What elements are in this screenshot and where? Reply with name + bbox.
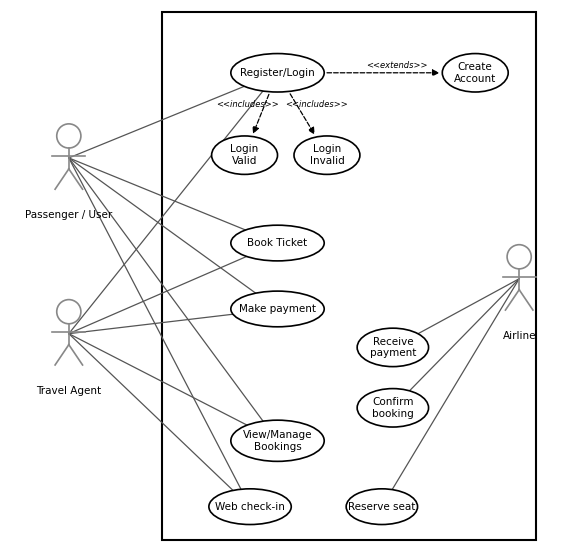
Text: Passenger / User: Passenger / User [25,210,112,220]
Ellipse shape [212,136,278,174]
Text: Book Ticket: Book Ticket [248,238,308,248]
Text: Create
Account: Create Account [454,62,496,83]
Ellipse shape [231,420,324,461]
Text: <<extends>>: <<extends>> [366,61,427,70]
Text: Confirm
booking: Confirm booking [372,397,414,418]
Text: <<includes>>: <<includes>> [285,100,348,109]
FancyBboxPatch shape [162,12,536,540]
Text: Login
Valid: Login Valid [230,145,259,166]
Text: Reserve seat: Reserve seat [348,502,416,512]
Ellipse shape [231,291,324,327]
Ellipse shape [357,389,429,427]
Text: View/Manage
Bookings: View/Manage Bookings [243,430,312,452]
Text: Web check-in: Web check-in [215,502,285,512]
Text: Login
Invalid: Login Invalid [309,145,345,166]
Text: <<includes>>: <<includes>> [216,99,279,109]
Text: Register/Login: Register/Login [240,68,315,78]
Text: Receive
payment: Receive payment [370,337,416,358]
Ellipse shape [294,136,360,174]
Ellipse shape [209,489,291,524]
Ellipse shape [357,328,429,367]
Ellipse shape [442,54,508,92]
Text: Travel Agent: Travel Agent [36,386,101,396]
Ellipse shape [231,225,324,261]
Ellipse shape [346,489,417,524]
Text: Make payment: Make payment [239,304,316,314]
Text: Airline: Airline [502,331,536,341]
Ellipse shape [231,54,324,92]
